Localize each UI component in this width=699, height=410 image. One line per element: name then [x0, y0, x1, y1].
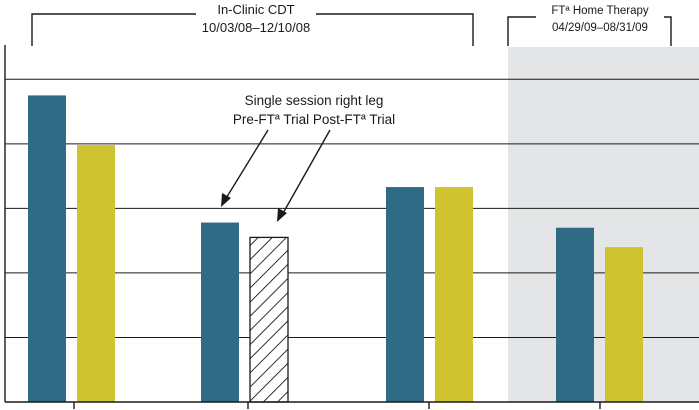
home-therapy-bracket: FTª Home Therapy 04/29/09–08/31/09 — [507, 4, 672, 46]
home-therapy-bracket-title: FTª Home Therapy — [551, 5, 649, 17]
bar-pre-group-2 — [201, 222, 239, 402]
in-clinic-bracket: In-Clinic CDT 10/03/08–12/10/08 — [31, 2, 474, 46]
home-therapy-shaded-region — [508, 47, 699, 402]
annotation: Single session right leg Pre-FTª Trial P… — [218, 90, 418, 222]
bar-post-group-3 — [435, 187, 473, 402]
bar-post-group-1 — [77, 145, 115, 403]
bar-pre-group-3 — [386, 187, 424, 402]
annotation-arrow-pre — [224, 129, 269, 201]
bar-pre-group-4 — [556, 227, 594, 402]
annotation-line-1: Single session right leg — [245, 93, 384, 108]
home-therapy-bracket-dates: 04/29/09–08/31/09 — [552, 22, 648, 34]
annotation-line-2: Pre-FTª Trial Post-FTª Trial — [233, 112, 395, 127]
in-clinic-bracket-dates: 10/03/08–12/10/08 — [202, 20, 310, 35]
annotation-arrowhead-pre — [221, 193, 231, 207]
bar-pre-group-1 — [28, 95, 66, 402]
bars — [28, 95, 643, 403]
bar-post-group-4 — [605, 247, 643, 402]
x-axis-ticks — [73, 402, 601, 409]
annotation-arrow-post — [281, 129, 331, 216]
bar-post_hatched-group-2 — [249, 236, 289, 403]
annotation-arrowhead-post — [277, 208, 287, 222]
in-clinic-bracket-title: In-Clinic CDT — [217, 2, 294, 17]
